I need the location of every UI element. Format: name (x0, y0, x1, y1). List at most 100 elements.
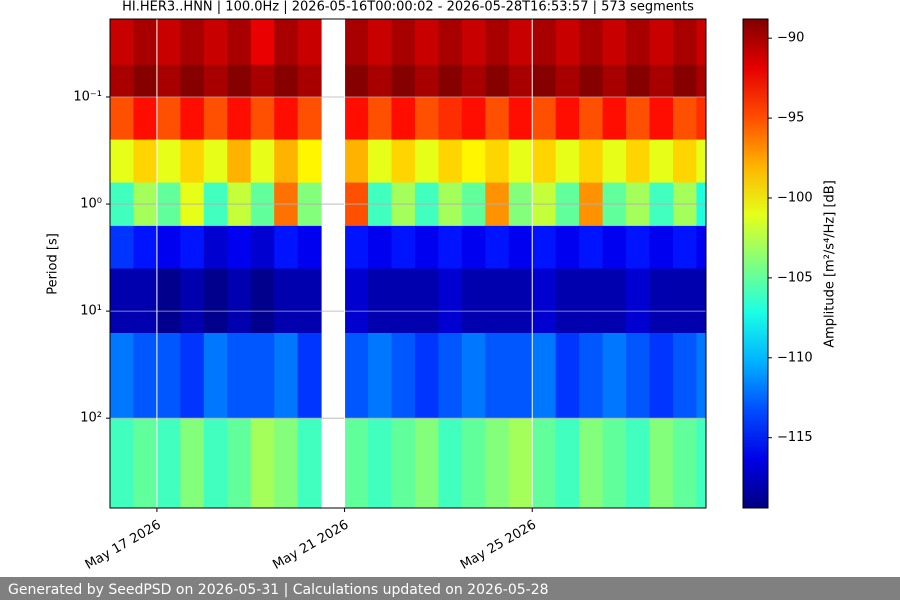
cell (133, 182, 158, 227)
cell (274, 418, 299, 509)
cell (391, 268, 416, 334)
cell (461, 182, 486, 227)
cell (368, 19, 392, 66)
x-tick-label: May 17 2026 (83, 518, 164, 573)
cell (297, 332, 322, 419)
cell (532, 96, 557, 141)
cell (626, 182, 651, 227)
cell (438, 182, 463, 227)
cell (696, 19, 707, 66)
cell (297, 225, 322, 270)
cell (438, 268, 463, 334)
colorbar-tick-label: −110 (777, 350, 813, 365)
y-tick-label: 10² (80, 411, 102, 426)
cell (532, 182, 557, 227)
cell (297, 139, 322, 184)
cell (696, 139, 707, 184)
cell (274, 225, 299, 270)
cell (203, 96, 228, 141)
cell (274, 64, 299, 98)
cell (532, 418, 557, 509)
cell (274, 332, 299, 419)
cell (344, 19, 369, 66)
cell (555, 19, 580, 66)
cell (344, 225, 369, 270)
cell (532, 332, 557, 419)
cell (391, 19, 416, 66)
cell (274, 139, 299, 184)
cell (438, 64, 463, 98)
cell (649, 96, 674, 141)
cell (133, 225, 158, 270)
cell (250, 19, 275, 66)
cell (274, 19, 299, 66)
cell (180, 96, 205, 141)
cell (227, 19, 252, 66)
cell (532, 64, 557, 98)
cell (110, 418, 134, 509)
cell (672, 332, 697, 419)
cell (602, 268, 627, 334)
cell (508, 19, 533, 66)
cell (461, 64, 486, 98)
cell (696, 225, 707, 270)
cell (602, 64, 627, 98)
cell (250, 96, 275, 141)
cell (274, 268, 299, 334)
cell (438, 19, 463, 66)
cell (274, 182, 299, 227)
cell (602, 332, 627, 419)
cell (110, 182, 134, 227)
colorbar-tick-label: −100 (777, 190, 813, 205)
cell (649, 268, 674, 334)
cell (203, 268, 228, 334)
cell (133, 64, 158, 98)
cell (203, 225, 228, 270)
cell (133, 418, 158, 509)
cell (579, 418, 604, 509)
plot-frame (109, 18, 707, 509)
cell (368, 182, 392, 227)
cell (133, 268, 158, 334)
colorbar-tick-label: −115 (777, 430, 813, 445)
cell (250, 332, 275, 419)
x-tick-label: May 25 2026 (458, 518, 539, 573)
cell (555, 225, 580, 270)
cell (414, 268, 439, 334)
cell (438, 225, 463, 270)
cell (555, 139, 580, 184)
cell (391, 182, 416, 227)
cell (649, 64, 674, 98)
cell (414, 418, 439, 509)
cell (156, 182, 181, 227)
cell (555, 96, 580, 141)
cell (602, 96, 627, 141)
cell (156, 96, 181, 141)
footer-bar (0, 577, 900, 600)
cell (485, 332, 510, 419)
cell (391, 225, 416, 270)
cell (391, 139, 416, 184)
cell (297, 64, 322, 98)
cell (626, 332, 651, 419)
cell (368, 96, 392, 141)
cell (532, 268, 557, 334)
cell (461, 139, 486, 184)
cell (696, 96, 707, 141)
y-axis-label: Period [s] (46, 233, 61, 295)
cell (250, 268, 275, 334)
cell (180, 225, 205, 270)
cell (438, 96, 463, 141)
cell (508, 96, 533, 141)
cell (133, 96, 158, 141)
cell (368, 418, 392, 509)
cell (203, 418, 228, 509)
cell (555, 332, 580, 419)
cell (414, 139, 439, 184)
cell (180, 332, 205, 419)
cell (555, 182, 580, 227)
cell (110, 225, 134, 270)
cell (508, 332, 533, 419)
cell (438, 332, 463, 419)
cell (696, 182, 707, 227)
